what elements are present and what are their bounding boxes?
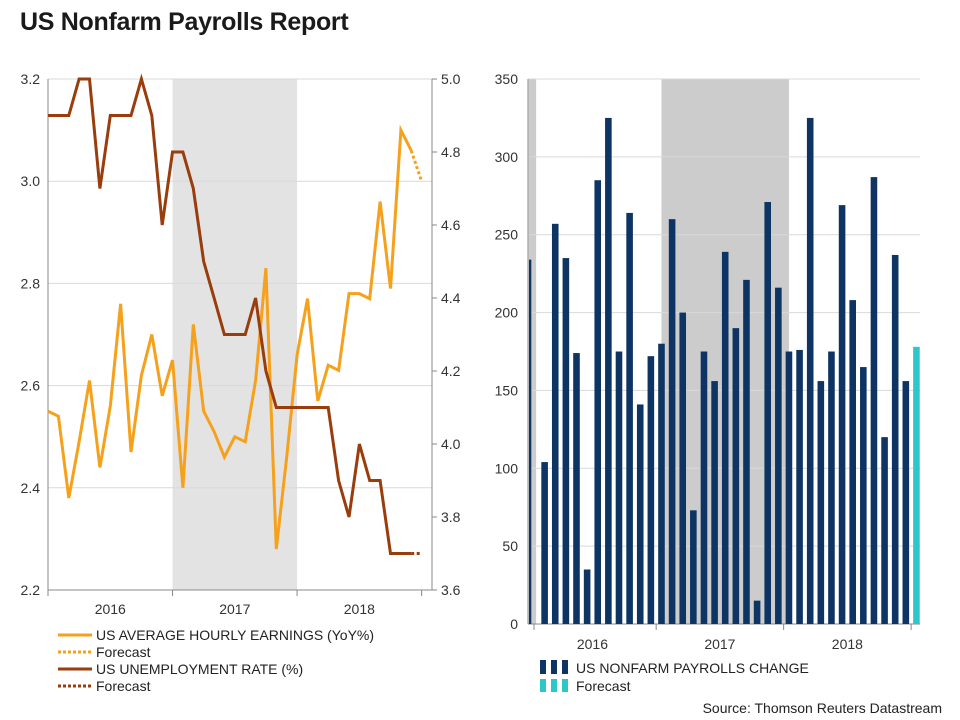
y-left-tick-label: 2.2 [21,582,41,598]
bar [605,117,612,624]
bar [764,202,772,624]
bar [849,300,856,624]
y-tick-label: 0 [510,616,518,632]
y-right-tick-label: 4.4 [441,290,461,306]
y-left-tick-label: 3.2 [21,71,41,87]
y-tick-label: 250 [495,227,519,243]
bar [668,219,676,624]
y-right-tick-label: 4.2 [441,363,461,379]
y-tick-label: 300 [495,149,519,165]
legend: US AVERAGE HOURLY EARNINGS (YoY%) Foreca… [58,627,809,694]
legend-label-payrolls-forecast: Forecast [576,678,631,694]
bar [775,287,782,624]
bar [636,404,644,624]
y-tick-label: 50 [502,538,518,554]
y-left-tick-label: 2.6 [21,378,41,394]
bar [658,343,665,624]
bar [838,205,846,624]
bar [828,351,835,624]
y-left-tick-label: 2.8 [21,275,41,291]
y-right-tick-label: 3.6 [441,582,461,598]
bar [806,117,814,624]
bar [700,351,708,624]
legend-label-earnings: US AVERAGE HOURLY EARNINGS (YoY%) [96,627,374,643]
page-title: US Nonfarm Payrolls Report [20,8,349,36]
x-tick-label: 2017 [219,601,250,617]
bar [562,258,570,624]
shaded-period [528,79,537,624]
series-line-unemployment [48,73,412,555]
bar-forecast [913,346,920,624]
y-right-tick-label: 3.8 [441,509,461,525]
y-tick-label: 100 [495,460,519,476]
y-tick-label: 350 [495,71,519,87]
x-tick-label: 2016 [95,601,126,617]
y-left-tick-label: 2.4 [21,480,41,496]
series-line-earnings-forecast [409,150,424,182]
y-tick-label: 150 [495,382,519,398]
bar [583,569,591,624]
legend-swatch-payrolls [540,660,568,674]
bar [881,437,888,624]
legend-label-unemployment: US UNEMPLOYMENT RATE (%) [96,661,303,677]
bar [870,177,878,624]
x-tick-label: 2017 [704,636,735,652]
y-right-tick-label: 5.0 [441,71,461,87]
x-tick-label: 2018 [344,601,375,617]
bar [743,279,750,624]
x-tick-label: 2018 [832,636,863,652]
bar [785,351,793,624]
bar [753,600,761,624]
bar [573,353,580,624]
right-chart: 0 50 100 150 200 250 300 350 2016 2017 2018 [495,71,920,652]
legend-label-unemployment-forecast: Forecast [96,678,151,694]
y-right-tick-label: 4.0 [441,436,461,452]
bar [732,328,740,624]
bar [860,367,867,624]
legend-label-earnings-forecast: Forecast [96,644,151,660]
bar [615,351,623,624]
bar [529,259,532,624]
bar [721,251,729,625]
bar [647,356,655,624]
series-line-earnings [47,124,413,550]
bar [796,349,803,624]
bar [626,212,633,624]
left-chart: 2.2 2.4 2.6 2.8 3.0 3.2 3.6 3.8 4.0 4.2 4.4 4.6 4.8 5… [21,71,461,617]
bar [817,381,825,624]
y-tick-label: 200 [495,305,519,321]
bar [551,223,559,625]
y-right-tick-label: 4.8 [441,144,461,160]
legend-label-payrolls: US NONFARM PAYROLLS CHANGE [576,660,809,676]
bar [594,180,602,624]
bar [690,510,697,624]
bar [711,381,718,624]
bar [891,254,899,624]
source-note: Source: Thomson Reuters Datastream [702,700,942,716]
bar [679,312,687,624]
y-left-tick-label: 3.0 [21,173,41,189]
y-right-tick-label: 4.6 [441,217,461,233]
bar [541,462,548,624]
legend-swatch-payrolls-forecast [540,679,568,692]
x-tick-label: 2016 [577,636,608,652]
bar [902,381,910,624]
